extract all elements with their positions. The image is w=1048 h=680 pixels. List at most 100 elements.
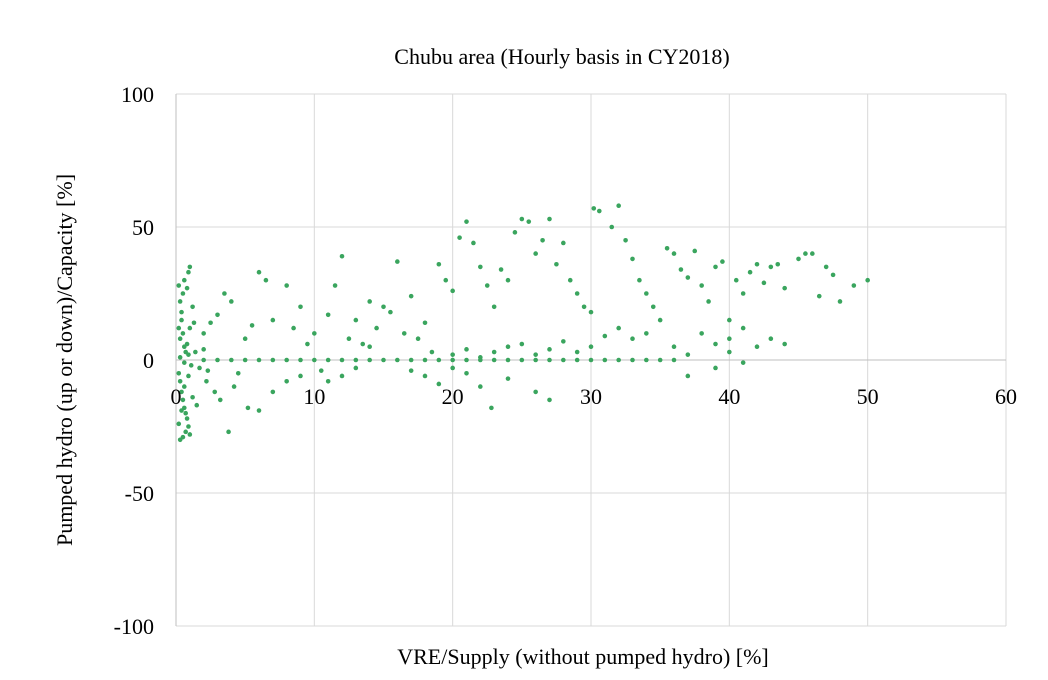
data-point <box>713 264 718 270</box>
data-point <box>602 357 608 363</box>
y-tick-label: -50 <box>125 481 154 506</box>
data-point <box>505 277 511 283</box>
data-point <box>408 293 414 299</box>
data-point <box>740 291 746 296</box>
y-tick-label: -100 <box>114 614 154 639</box>
data-point <box>325 378 331 384</box>
data-point <box>249 323 255 328</box>
y-tick-label: 0 <box>143 348 154 373</box>
data-point <box>554 261 559 267</box>
data-point <box>837 299 843 304</box>
data-point <box>533 251 538 256</box>
tick-labels: 0 10 20 30 40 50 60 -100 -50 0 50 100 <box>114 82 1017 639</box>
data-point <box>616 357 621 363</box>
data-point <box>478 264 483 270</box>
data-point <box>256 269 262 275</box>
data-point <box>561 240 566 246</box>
x-tick-label: 60 <box>995 384 1017 409</box>
data-point <box>588 344 594 350</box>
data-point <box>270 357 276 363</box>
data-point <box>657 357 663 363</box>
data-point <box>597 208 602 214</box>
data-point <box>176 325 182 331</box>
data-point <box>733 277 739 283</box>
data-point <box>176 283 182 288</box>
data-point <box>256 357 262 363</box>
data-point <box>623 238 628 243</box>
data-point <box>561 357 566 363</box>
data-point <box>182 277 187 283</box>
data-point <box>339 373 345 379</box>
data-point <box>540 238 545 243</box>
data-point <box>191 320 197 326</box>
data-point <box>395 259 400 264</box>
data-point <box>270 389 276 395</box>
data-point <box>187 264 193 270</box>
data-point <box>533 352 538 357</box>
data-point <box>217 397 223 403</box>
data-point <box>574 291 580 296</box>
data-point <box>180 434 186 440</box>
data-point <box>505 357 511 363</box>
data-point <box>561 339 566 344</box>
data-point <box>374 325 379 331</box>
data-point <box>201 347 206 352</box>
data-point <box>727 317 732 323</box>
data-point <box>215 312 220 318</box>
data-point <box>450 352 455 357</box>
data-point <box>367 299 372 304</box>
data-point <box>229 299 234 304</box>
data-point <box>180 397 186 403</box>
x-tick-label: 40 <box>718 384 740 409</box>
data-point <box>204 378 209 384</box>
y-tick-label: 100 <box>121 82 154 107</box>
data-point <box>489 405 494 411</box>
data-point <box>179 317 184 323</box>
data-point <box>367 357 372 363</box>
data-point <box>205 368 211 373</box>
data-point <box>851 283 857 288</box>
data-point <box>201 357 206 363</box>
data-point <box>298 304 303 310</box>
data-point <box>547 357 552 363</box>
data-point <box>190 394 195 400</box>
data-point <box>768 336 774 342</box>
data-point <box>692 248 698 254</box>
data-point <box>360 341 366 347</box>
data-point <box>602 333 608 339</box>
data-point <box>498 267 504 272</box>
data-point <box>754 344 760 350</box>
data-point <box>450 365 455 371</box>
data-point <box>436 261 442 267</box>
data-point <box>713 341 718 347</box>
data-point <box>678 267 684 272</box>
data-point <box>188 363 194 368</box>
data-point <box>671 357 677 363</box>
data-point <box>381 304 386 310</box>
data-point <box>644 357 649 363</box>
data-point <box>422 320 428 326</box>
data-point <box>312 357 317 363</box>
data-point <box>823 264 829 270</box>
data-point <box>231 384 237 389</box>
data-point <box>177 299 183 304</box>
data-point <box>242 357 248 363</box>
data-point <box>215 357 220 363</box>
data-point <box>256 408 262 413</box>
data-point <box>353 357 359 363</box>
data-point <box>436 381 442 387</box>
data-point <box>609 224 615 230</box>
data-point <box>457 235 462 240</box>
data-point <box>685 352 691 357</box>
data-point <box>318 368 324 373</box>
data-point <box>235 371 241 376</box>
data-point <box>699 283 704 288</box>
data-point <box>436 357 442 363</box>
data-point <box>186 424 191 429</box>
data-point <box>547 347 552 352</box>
data-point <box>816 293 822 299</box>
data-point <box>395 357 400 363</box>
data-point <box>727 349 732 355</box>
data-point <box>740 325 746 331</box>
data-point <box>284 357 289 363</box>
